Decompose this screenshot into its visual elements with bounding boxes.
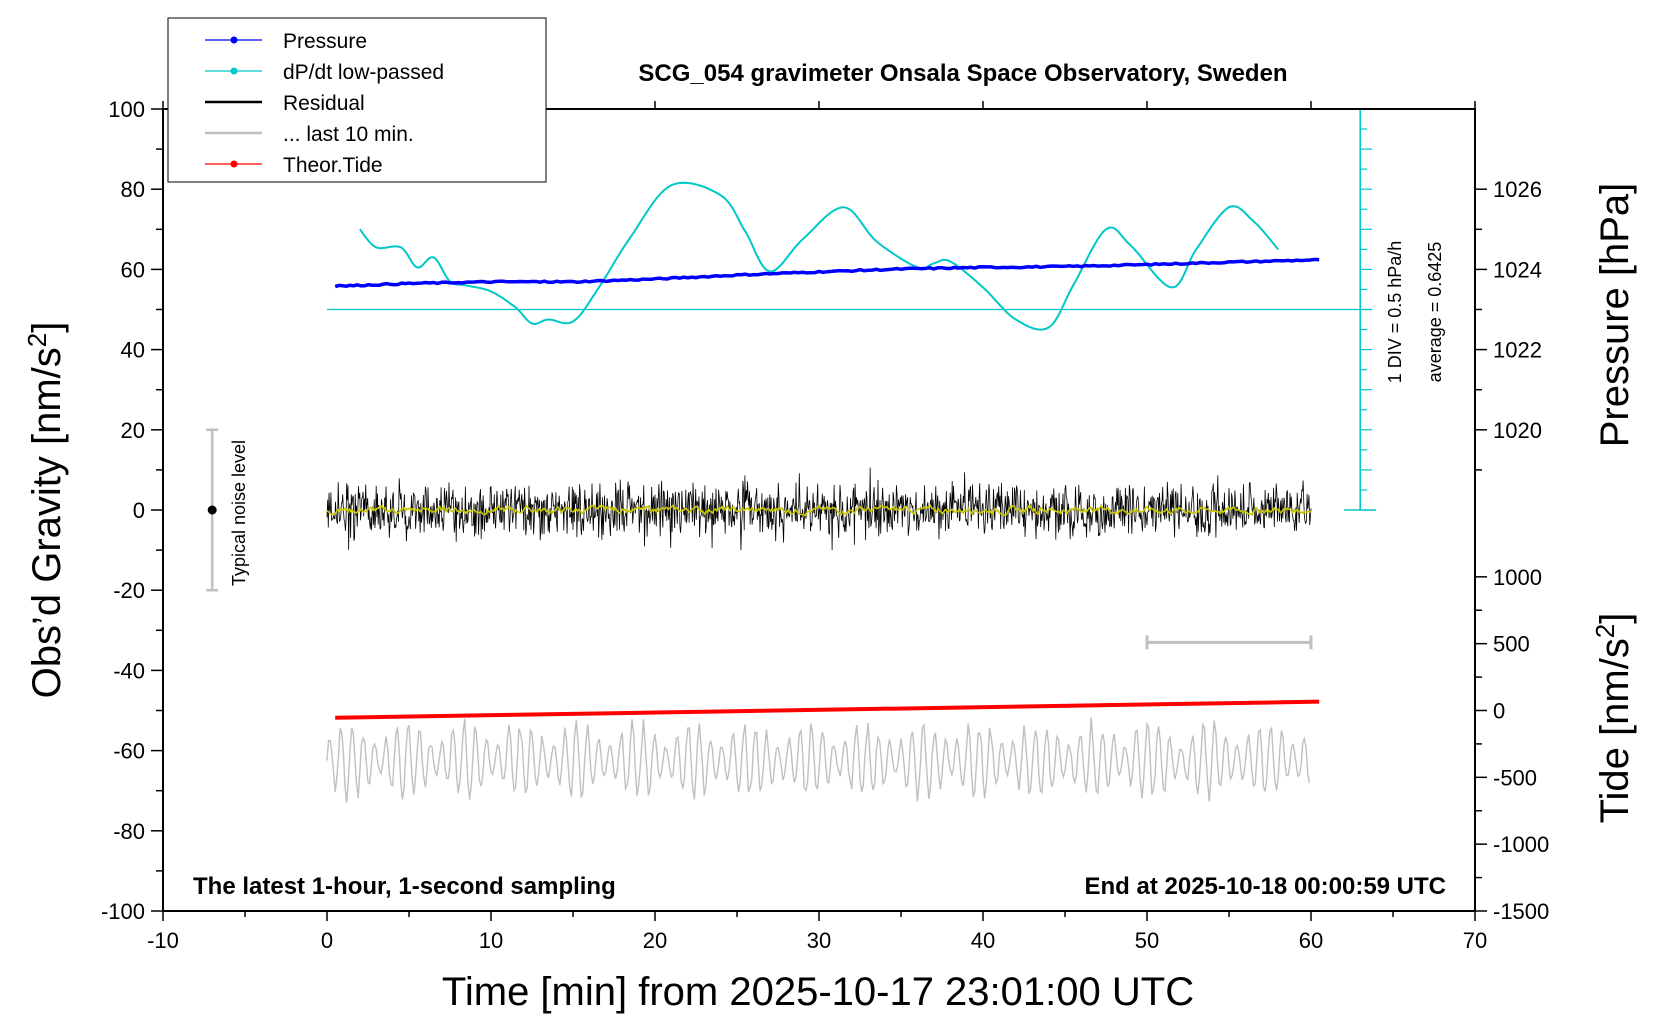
y-tick-label-left: -60 [113,739,145,764]
x-tick-label: 30 [807,928,831,953]
legend-box [167,17,547,183]
tide-tick-label: -500 [1493,765,1537,790]
series-pressure [334,257,1320,289]
x-tick-label: 0 [321,928,333,953]
pressure-tick-label: 1024 [1493,257,1542,282]
x-tick-label: 50 [1135,928,1159,953]
x-tick-label: 40 [971,928,995,953]
y-tick-label-left: 80 [121,177,145,202]
y-tick-label-left: 40 [121,338,145,363]
series-theor-tide [335,699,1320,720]
legend-label: dP/dt low-passed [283,61,444,84]
y-tick-label-left: 100 [108,97,145,122]
y-axis-label-left: Obs’d Gravity [nm/s2] [22,322,69,699]
legend: Pressure dP/dt low-passed Residual ... last… [167,17,547,183]
data-traces [206,108,1377,803]
legend-marker [230,36,238,44]
tide-tick-label: 0 [1493,699,1505,724]
y-tick-label-left: -100 [101,899,145,924]
dpdt-scale-label: 1 DIV = 0.5 hPa/h [1385,241,1405,384]
chart-title: SCG_054 gravimeter Onsala Space Observat… [638,60,1287,87]
pressure-tick-label: 1022 [1493,338,1542,363]
tide-tick-label: -1500 [1493,899,1549,924]
tide-tick-label: -1000 [1493,832,1549,857]
axes: -10 0 10 20 30 40 50 60 70100806040200-20-40-60-… [101,97,1549,953]
y-tick-label-left: -80 [113,819,145,844]
legend-label: Pressure [283,30,367,53]
legend-label: Theor.Tide [283,154,383,177]
x-tick-label: -10 [147,928,179,953]
series-last-10-min [326,717,1311,803]
x-tick-label: 20 [643,928,667,953]
noise-bar-center-dot [207,505,217,515]
legend-marker [230,67,238,75]
series-residual-lowpassed [326,504,1312,517]
series-dpdt [359,181,1279,331]
footer-left: The latest 1-hour, 1-second sampling [193,873,616,900]
y-tick-label-left: -20 [113,578,145,603]
legend-entries: Pressure dP/dt low-passed Residual ... last… [205,30,444,177]
dpdt-average-label: average = 0.6425 [1425,242,1445,383]
pressure-tick-label: 1026 [1493,177,1542,202]
footer-right: End at 2025-10-18 00:00:59 UTC [1085,873,1447,900]
pressure-tick-label: 1020 [1493,418,1542,443]
y-axis-label-pressure: Pressure [hPa] [1593,183,1637,448]
y-tick-label-left: 20 [121,418,145,443]
legend-label: Residual [283,92,365,115]
y-tick-label-left: -40 [113,658,145,683]
y-axis-label-tide: Tide [nm/s2] [1590,613,1637,824]
y-tick-label-left: 60 [121,257,145,282]
x-tick-label: 10 [479,928,503,953]
x-tick-label: 70 [1463,928,1487,953]
x-axis-label: Time [min] from 2025-10-17 23:01:00 UTC [442,970,1194,1014]
noise-level-label: Typical noise level [229,440,249,586]
tide-tick-label: 1000 [1493,565,1542,590]
tide-tick-label: 500 [1493,632,1530,657]
series-residual [326,467,1312,551]
legend-label: ... last 10 min. [283,123,414,146]
legend-marker [230,160,238,168]
y-tick-label-left: 0 [133,498,145,523]
x-tick-label: 60 [1299,928,1323,953]
